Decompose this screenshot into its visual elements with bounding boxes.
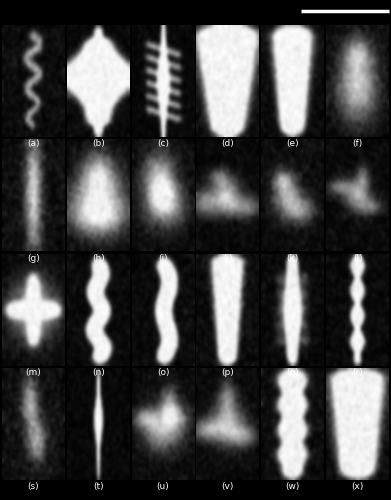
Text: (d): (d): [222, 140, 234, 148]
Text: (t): (t): [93, 482, 104, 492]
Text: (k): (k): [287, 254, 299, 263]
Text: (i): (i): [158, 254, 168, 263]
Text: (p): (p): [222, 368, 234, 377]
Text: (s): (s): [28, 482, 39, 492]
Text: (e): (e): [287, 140, 299, 148]
Text: (q): (q): [286, 368, 299, 377]
Text: (c): (c): [157, 140, 169, 148]
Text: (u): (u): [157, 482, 169, 492]
Text: (r): (r): [352, 368, 363, 377]
Text: (h): (h): [92, 254, 105, 263]
Text: (g): (g): [27, 254, 40, 263]
Text: (a): (a): [27, 140, 39, 148]
Text: (m): (m): [25, 368, 41, 377]
Text: (b): (b): [92, 140, 105, 148]
Text: (j): (j): [223, 254, 233, 263]
Text: (f): (f): [352, 140, 363, 148]
Text: (w): (w): [285, 482, 300, 492]
Text: (n): (n): [92, 368, 105, 377]
Text: (x): (x): [352, 482, 364, 492]
Text: (o): (o): [157, 368, 169, 377]
Text: (v): (v): [222, 482, 234, 492]
Text: (l): (l): [353, 254, 362, 263]
